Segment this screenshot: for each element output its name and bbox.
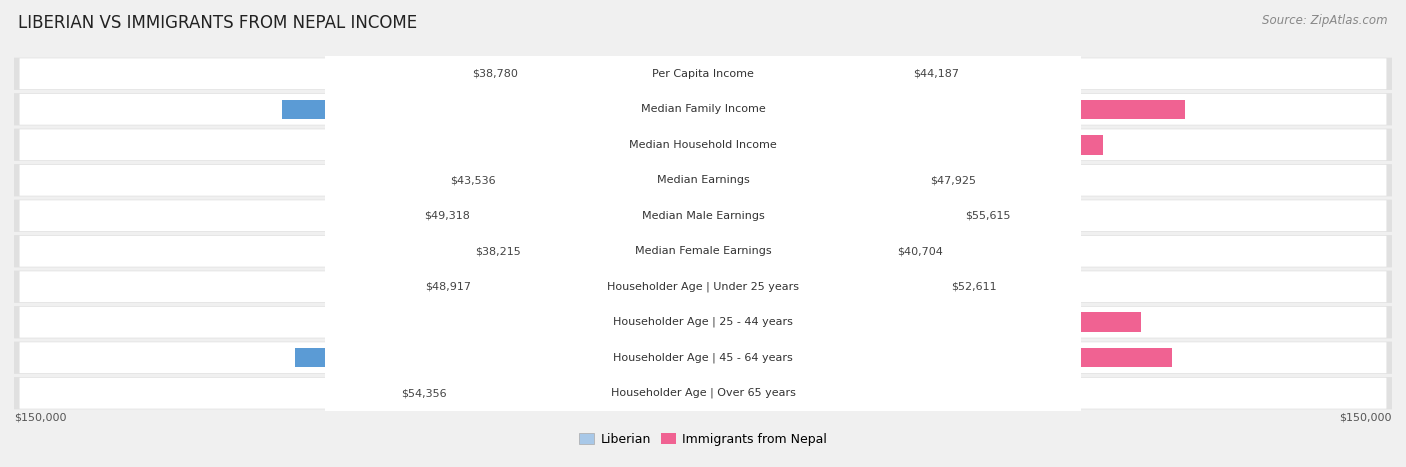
FancyBboxPatch shape xyxy=(491,0,915,467)
Bar xyxy=(703,383,987,403)
Bar xyxy=(477,206,703,226)
FancyBboxPatch shape xyxy=(14,93,1392,126)
Text: $150,000: $150,000 xyxy=(14,413,66,423)
Text: $102,190: $102,190 xyxy=(908,353,967,363)
FancyBboxPatch shape xyxy=(336,0,1070,467)
Bar xyxy=(703,99,1185,119)
Text: Source: ZipAtlas.com: Source: ZipAtlas.com xyxy=(1263,14,1388,27)
Text: $55,615: $55,615 xyxy=(966,211,1011,221)
Text: Median Male Earnings: Median Male Earnings xyxy=(641,211,765,221)
Text: $95,322: $95,322 xyxy=(897,317,948,327)
FancyBboxPatch shape xyxy=(14,306,1392,339)
Text: $82,005: $82,005 xyxy=(489,317,540,327)
Text: $61,843: $61,843 xyxy=(820,388,870,398)
FancyBboxPatch shape xyxy=(20,94,1386,125)
FancyBboxPatch shape xyxy=(20,307,1386,338)
FancyBboxPatch shape xyxy=(457,0,949,467)
Text: $48,917: $48,917 xyxy=(426,282,471,292)
Bar xyxy=(703,64,905,84)
Text: $44,187: $44,187 xyxy=(912,69,959,79)
FancyBboxPatch shape xyxy=(336,0,1070,467)
Text: LIBERIAN VS IMMIGRANTS FROM NEPAL INCOME: LIBERIAN VS IMMIGRANTS FROM NEPAL INCOME xyxy=(18,14,418,32)
FancyBboxPatch shape xyxy=(325,0,1081,467)
Bar xyxy=(294,348,703,368)
FancyBboxPatch shape xyxy=(457,0,949,467)
FancyBboxPatch shape xyxy=(14,128,1392,161)
FancyBboxPatch shape xyxy=(20,58,1386,89)
Bar xyxy=(703,312,1140,332)
Text: Householder Age | Under 25 years: Householder Age | Under 25 years xyxy=(607,282,799,292)
Text: $43,536: $43,536 xyxy=(450,175,496,185)
Text: Householder Age | 25 - 44 years: Householder Age | 25 - 44 years xyxy=(613,317,793,327)
FancyBboxPatch shape xyxy=(336,0,1070,467)
Bar xyxy=(703,135,1102,155)
Legend: Liberian, Immigrants from Nepal: Liberian, Immigrants from Nepal xyxy=(574,428,832,451)
Text: $52,611: $52,611 xyxy=(952,282,997,292)
Bar xyxy=(703,277,945,297)
Bar xyxy=(527,241,703,261)
FancyBboxPatch shape xyxy=(14,199,1392,232)
Text: $75,667: $75,667 xyxy=(503,140,555,150)
Bar xyxy=(478,277,703,297)
Bar xyxy=(524,64,703,84)
FancyBboxPatch shape xyxy=(14,164,1392,197)
FancyBboxPatch shape xyxy=(20,236,1386,267)
Bar xyxy=(281,99,703,119)
Bar xyxy=(703,348,1173,368)
Text: $88,929: $88,929 xyxy=(474,353,524,363)
Text: $104,966: $104,966 xyxy=(915,104,973,114)
Text: $49,318: $49,318 xyxy=(423,211,470,221)
Text: $87,046: $87,046 xyxy=(877,140,928,150)
FancyBboxPatch shape xyxy=(14,235,1392,268)
Text: Householder Age | 45 - 64 years: Householder Age | 45 - 64 years xyxy=(613,353,793,363)
FancyBboxPatch shape xyxy=(20,165,1386,196)
FancyBboxPatch shape xyxy=(14,270,1392,303)
Text: $38,780: $38,780 xyxy=(472,69,517,79)
FancyBboxPatch shape xyxy=(14,377,1392,410)
FancyBboxPatch shape xyxy=(512,0,894,467)
Text: Median Household Income: Median Household Income xyxy=(628,140,778,150)
Text: $150,000: $150,000 xyxy=(1340,413,1392,423)
Text: $91,722: $91,722 xyxy=(467,104,517,114)
FancyBboxPatch shape xyxy=(14,341,1392,374)
FancyBboxPatch shape xyxy=(20,378,1386,409)
Text: Median Female Earnings: Median Female Earnings xyxy=(634,246,772,256)
FancyBboxPatch shape xyxy=(20,129,1386,160)
Text: $38,215: $38,215 xyxy=(475,246,520,256)
Bar xyxy=(453,383,703,403)
Text: $40,704: $40,704 xyxy=(897,246,942,256)
FancyBboxPatch shape xyxy=(425,0,981,467)
Text: Per Capita Income: Per Capita Income xyxy=(652,69,754,79)
Bar xyxy=(703,206,959,226)
FancyBboxPatch shape xyxy=(20,342,1386,373)
Bar xyxy=(703,241,890,261)
Bar xyxy=(356,135,703,155)
FancyBboxPatch shape xyxy=(20,200,1386,231)
Text: $47,925: $47,925 xyxy=(929,175,976,185)
Text: $54,356: $54,356 xyxy=(401,388,447,398)
Bar xyxy=(503,170,703,190)
FancyBboxPatch shape xyxy=(20,271,1386,302)
Bar xyxy=(326,312,703,332)
Text: Median Family Income: Median Family Income xyxy=(641,104,765,114)
Bar xyxy=(703,170,924,190)
Text: Median Earnings: Median Earnings xyxy=(657,175,749,185)
FancyBboxPatch shape xyxy=(14,57,1392,90)
FancyBboxPatch shape xyxy=(436,0,970,467)
Text: Householder Age | Over 65 years: Householder Age | Over 65 years xyxy=(610,388,796,398)
